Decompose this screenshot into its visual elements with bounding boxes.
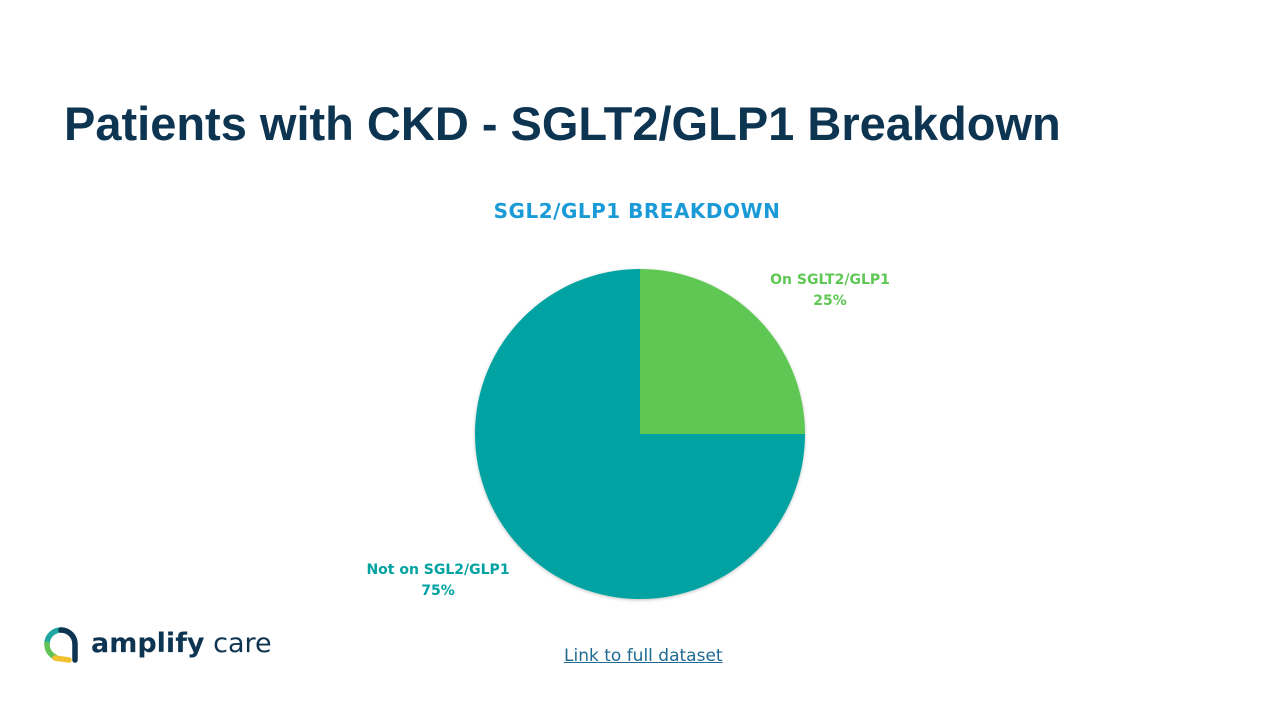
pie-slice-on — [640, 269, 805, 434]
slice-percent-on: 25% — [813, 293, 847, 309]
slice-percent-not-on: 75% — [421, 583, 455, 599]
full-dataset-link[interactable]: Link to full dataset — [564, 646, 723, 666]
logo-wordmark: amplify care — [91, 628, 272, 659]
slice-label-not-on: Not on SGL2/GLP1 — [366, 562, 509, 578]
chart-title: SGL2/GLP1 BREAKDOWN — [0, 199, 1279, 223]
slice-label-on: On SGLT2/GLP1 — [770, 272, 890, 288]
pie-slice-not-on — [475, 269, 805, 599]
logo-brand-bold: amplify — [91, 627, 205, 659]
page-title: Patients with CKD - SGLT2/GLP1 Breakdown — [64, 97, 1061, 150]
chart-title-text: SGL2/GLP1 BREAKDOWN — [493, 199, 781, 223]
amplify-care-logo: amplify care — [41, 624, 272, 666]
logo-brand-light: care — [204, 627, 272, 659]
amplify-care-logo-icon — [44, 627, 78, 663]
